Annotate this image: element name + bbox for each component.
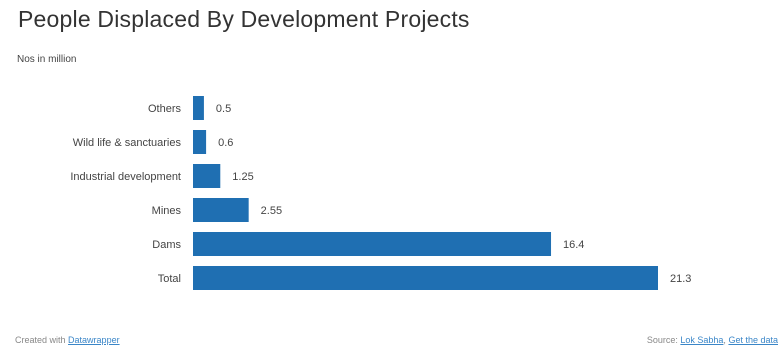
value-label: 0.6 [218,137,233,149]
bar [193,266,658,290]
bar [193,96,204,120]
category-label: Mines [152,205,182,217]
category-label: Total [158,273,181,285]
value-label: 1.25 [232,171,253,183]
source-link[interactable]: Lok Sabha [680,335,724,345]
value-label: 16.4 [563,239,584,251]
chart-subtitle: Nos in million [17,54,77,65]
get-data-link[interactable]: Get the data [728,335,778,345]
bar-chart: Others 0.5 Wild life & sanctuaries 0.6 Indus… [70,96,691,290]
footer-separator: , [723,335,726,345]
value-label: 0.5 [216,103,231,115]
value-label: 2.55 [261,205,282,217]
chart-title: People Displaced By Development Projects [18,6,470,32]
bar [193,130,207,154]
value-label: 21.3 [670,273,691,285]
bar [193,232,552,256]
category-label: Industrial development [70,171,181,183]
category-label: Dams [152,239,181,251]
bar [193,198,249,222]
category-label: Wild life & sanctuaries [73,137,182,149]
footer-source: Source: Lok Sabha, Get the data [647,335,778,345]
created-with-label: Created with [15,335,66,345]
datawrapper-link[interactable]: Datawrapper [68,335,120,345]
footer-credit: Created with Datawrapper [15,335,120,345]
source-label: Source: [646,335,678,345]
bar [193,164,221,188]
category-label: Others [148,103,182,115]
